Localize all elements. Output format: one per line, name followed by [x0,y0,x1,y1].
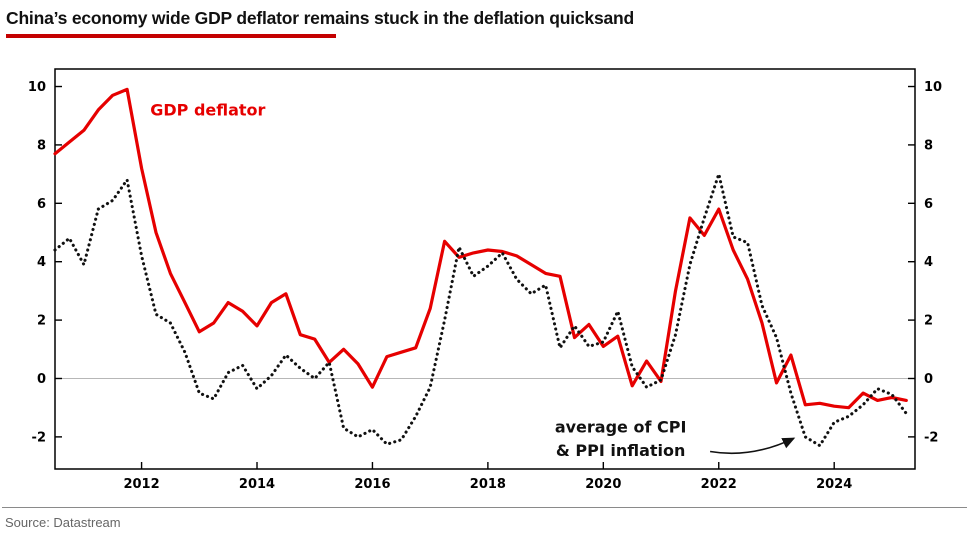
y-tick-label-left: -2 [32,430,46,445]
y-tick-label-left: 4 [37,255,46,270]
x-tick-label: 2024 [816,477,852,492]
chart-header: China’s economy wide GDP deflator remain… [0,0,969,38]
y-tick-label-right: 4 [924,255,933,270]
cpi-ppi-average-line [53,172,908,448]
y-tick-label-right: 2 [924,314,933,329]
y-tick-label-right: 6 [924,197,933,212]
chart-title: China’s economy wide GDP deflator remain… [6,8,634,28]
gdp-deflator-label: GDP deflator [150,101,265,120]
y-tick-label-right: 0 [924,372,933,387]
y-tick-label-right: 10 [924,80,942,95]
y-tick-label-left: 8 [37,138,46,153]
annotation-arrow [709,437,796,455]
plot-border [54,68,916,470]
y-tick-label-left: 6 [37,197,46,212]
y-tick-label-right: -2 [924,430,938,445]
x-tick-label: 2020 [585,477,621,492]
source-note: Source: Datastream [5,515,121,530]
cpi-ppi-label-line2: & PPI inflation [556,441,686,460]
y-tick-label-right: 8 [924,138,933,153]
x-tick-label: 2022 [701,477,737,492]
x-tick-label: 2018 [470,477,506,492]
y-tick-label-left: 0 [37,372,46,387]
footer-divider [2,507,967,508]
x-tick-label: 2016 [354,477,390,492]
x-tick-label: 2014 [239,477,275,492]
gdp-deflator-line [53,87,908,410]
y-tick-label-left: 2 [37,314,46,329]
x-tick-label: 2012 [123,477,159,492]
chart-footer: Source: Datastream [0,507,969,530]
title-accent-bar [6,34,336,38]
cpi-ppi-label-line1: average of CPI [555,418,687,437]
y-tick-label-left: 10 [28,80,46,95]
